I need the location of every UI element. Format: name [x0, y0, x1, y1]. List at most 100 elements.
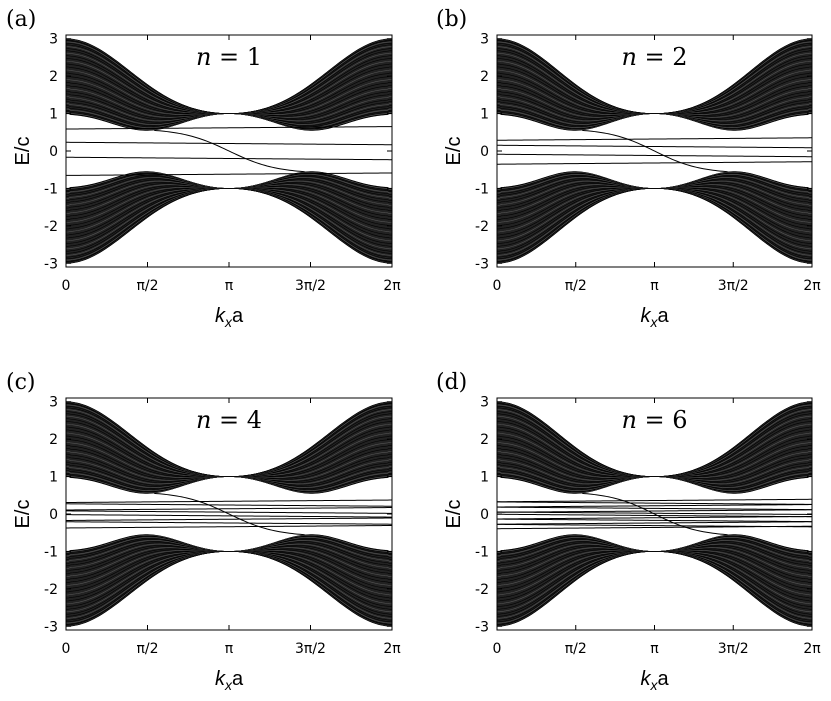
y-tick-label: 2 [49, 69, 58, 85]
chiral-edge-mode [582, 492, 728, 536]
y-tick-label: 3 [49, 395, 58, 411]
in-gap-edge-state [66, 517, 392, 521]
y-tick-label: 0 [49, 507, 58, 523]
x-axis-title: kxa [215, 668, 244, 693]
panel-a: -3 -2 -1 0 1 2 3 0 π/2 π 3π/2 2π E/c kxa (a) n = 1 [6, 7, 401, 330]
bulk-band-line [66, 551, 392, 627]
in-gap-edge-state [497, 506, 812, 511]
in-gap-edge-state [497, 504, 812, 508]
in-gap-edge-state [497, 511, 812, 515]
x-tick-label: π [650, 641, 659, 657]
in-gap-edge-state [66, 126, 392, 130]
lower-bulk-band [66, 171, 392, 264]
in-gap-edge-state [66, 141, 392, 146]
x-tick-label: 2π [803, 278, 821, 294]
in-gap-edge-state [66, 507, 392, 511]
x-tick-label: 3π/2 [295, 641, 326, 657]
x-tick-label: 0 [62, 641, 71, 657]
y-tick-label: 3 [49, 32, 58, 48]
x-tick-label: π [225, 278, 234, 294]
y-tick-label: -3 [475, 619, 489, 635]
in-gap-edge-state [497, 498, 812, 503]
x-tick-label: 2π [803, 641, 821, 657]
chiral-edge-mode [154, 129, 305, 173]
y-tick-label: 0 [480, 507, 489, 523]
y-tick-label: 0 [49, 144, 58, 160]
lower-bulk-band [66, 534, 392, 627]
x-tick-label: π/2 [136, 641, 158, 657]
x-tick-label: 3π/2 [718, 641, 749, 657]
y-tick-label: -3 [44, 619, 58, 635]
bulk-band-line [497, 551, 812, 627]
in-gap-edge-state [497, 521, 812, 525]
x-tick-label: 0 [493, 641, 502, 657]
x-tick-label: π/2 [136, 278, 158, 294]
in-gap-edge-state [497, 501, 812, 505]
y-tick-label: -2 [475, 219, 489, 235]
x-tick-label: π/2 [565, 641, 587, 657]
y-tick-label: 2 [480, 432, 489, 448]
x-axis-title: kxa [215, 305, 244, 330]
y-tick-label: 3 [480, 395, 489, 411]
x-tick-label: 3π/2 [718, 278, 749, 294]
panel-b: -3 -2 -1 0 1 2 3 0 π/2 π 3π/2 2π E/c kxa (b) n = 2 [436, 7, 821, 330]
chiral-edge-mode [582, 129, 728, 173]
plot-area [66, 38, 392, 264]
in-gap-edge-state [66, 521, 392, 525]
y-axis-title: E/c [12, 500, 34, 529]
n-annotation: n = 6 [621, 406, 687, 434]
in-gap-edge-state [66, 172, 392, 176]
in-gap-edge-state [497, 518, 812, 523]
bulk-band-line [497, 188, 812, 264]
x-tick-label: π [650, 278, 659, 294]
chiral-edge-mode [154, 492, 305, 536]
plot-area [497, 401, 812, 627]
in-gap-edge-state [497, 509, 812, 513]
x-tick-label: 2π [383, 641, 401, 657]
y-tick-label: -1 [475, 544, 489, 560]
n-annotation: n = 2 [621, 43, 687, 71]
in-gap-edge-state [66, 156, 392, 161]
in-gap-edge-state [66, 524, 392, 529]
in-gap-edge-state [66, 499, 392, 504]
n-annotation: n = 1 [196, 43, 262, 71]
in-gap-edge-state [66, 503, 392, 507]
y-tick-label: -3 [44, 256, 58, 272]
y-axis-title: E/c [443, 137, 465, 166]
y-tick-label: -1 [44, 181, 58, 197]
x-tick-label: 2π [383, 278, 401, 294]
y-tick-label: 3 [480, 32, 489, 48]
x-tick-label: π/2 [565, 278, 587, 294]
n-annotation: n = 4 [196, 406, 262, 434]
y-axis-title: E/c [12, 137, 34, 166]
in-gap-edge-state [497, 161, 812, 165]
in-gap-edge-state [66, 514, 392, 518]
panel-label: (b) [436, 7, 467, 32]
in-gap-edge-state [497, 153, 812, 158]
plot-area [497, 38, 812, 264]
bulk-band-line [66, 401, 392, 477]
lower-bulk-band [497, 171, 812, 264]
in-gap-edge-state [497, 513, 812, 518]
y-tick-label: 0 [480, 144, 489, 160]
x-axis-title: kxa [640, 305, 669, 330]
bulk-band-line [66, 188, 392, 264]
panel-d: -3 -2 -1 0 1 2 3 0 π/2 π 3π/2 2π E/c kxa (d) n = 6 [436, 370, 821, 693]
x-tick-label: 0 [62, 278, 71, 294]
y-tick-label: -1 [475, 181, 489, 197]
in-gap-edge-state [497, 144, 812, 149]
lower-bulk-band [497, 534, 812, 627]
in-gap-edge-state [66, 510, 392, 514]
panel-c: -3 -2 -1 0 1 2 3 0 π/2 π 3π/2 2π E/c kxa (c) n = 4 [6, 370, 401, 693]
panel-label: (c) [6, 370, 36, 395]
panel-label: (a) [6, 7, 36, 32]
x-tick-label: 3π/2 [295, 278, 326, 294]
y-tick-label: 2 [480, 69, 489, 85]
y-tick-label: -2 [44, 582, 58, 598]
y-tick-label: 1 [480, 470, 489, 486]
x-tick-label: 0 [493, 278, 502, 294]
y-axis-title: E/c [443, 500, 465, 529]
y-tick-label: -3 [475, 256, 489, 272]
y-tick-label: 1 [480, 107, 489, 123]
